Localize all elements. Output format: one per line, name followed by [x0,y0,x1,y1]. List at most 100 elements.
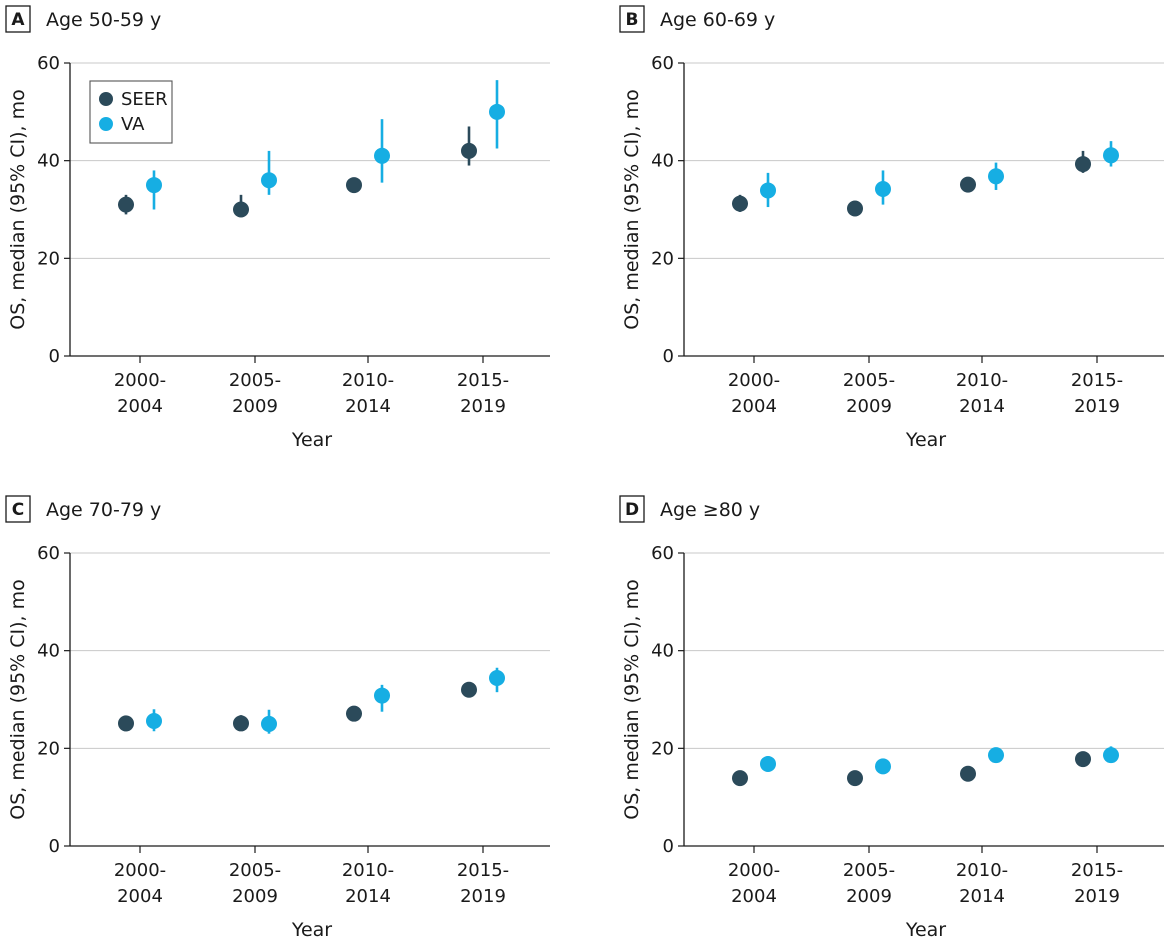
va-point [374,147,390,164]
x-tick-label: 2010- [342,370,394,391]
y-tick-label: 20 [37,738,60,759]
va-point [760,755,776,772]
seer-point [118,715,134,732]
seer-point [732,770,748,787]
va-point [489,103,505,120]
y-axis-title: OS, median (95% CI), mo [621,579,643,820]
y-tick-label: 0 [49,346,60,367]
y-axis-title: OS, median (95% CI), mo [7,89,29,330]
seer-point [346,705,362,722]
x-tick-label: 2004 [731,886,777,907]
va-point [489,670,505,687]
x-axis-title: Year [905,429,946,451]
seer-point [346,177,362,194]
y-tick-label: 40 [651,641,674,662]
seer-point [1075,156,1091,173]
x-tick-label: 2019 [460,396,506,417]
panel-title: Age 60-69 y [660,9,775,31]
x-tick-label: 2014 [345,396,391,417]
seer-point [847,770,863,787]
x-tick-label: 2019 [1074,396,1120,417]
x-tick-label: 2000- [728,860,780,881]
seer-point [118,196,134,213]
y-tick-label: 60 [37,53,60,74]
x-axis-title: Year [291,429,332,451]
x-tick-label: 2005- [843,860,895,881]
va-point [875,758,891,775]
x-tick-label: 2000- [114,370,166,391]
seer-point [847,200,863,217]
va-point [1103,147,1119,164]
x-tick-label: 2019 [460,886,506,907]
y-tick-label: 40 [651,151,674,172]
y-tick-label: 20 [651,248,674,269]
va-point [261,172,277,189]
seer-point [960,765,976,782]
y-tick-label: 60 [37,543,60,564]
x-tick-label: 2015- [457,370,509,391]
y-tick-label: 60 [651,543,674,564]
va-point [146,712,162,729]
seer-point [233,715,249,732]
y-tick-label: 20 [37,248,60,269]
seer-point [461,681,477,698]
panel-b: B Age 60-69 y 0 20 40 60 2000- 2004 2005- 2009 201… [619,5,1164,451]
x-tick-label: 2000- [114,860,166,881]
x-tick-label: 2015- [457,860,509,881]
y-axis-title: OS, median (95% CI), mo [621,89,643,330]
panel-title: Age 50-59 y [46,9,161,31]
x-tick-label: 2009 [232,396,278,417]
x-tick-label: 2014 [959,886,1005,907]
panel-letter-box [5,495,31,523]
va-point [760,182,776,199]
seer-point [1075,751,1091,768]
x-axis-title: Year [291,919,332,941]
seer-point [732,195,748,212]
legend-swatch-seer [99,92,113,106]
va-point [146,177,162,194]
y-tick-label: 40 [37,151,60,172]
panel-letter-box [619,5,645,33]
x-tick-label: 2005- [229,370,281,391]
legend-label-va: VA [121,114,145,135]
panel-title: Age 70-79 y [46,499,161,521]
seer-point [960,176,976,193]
va-point [988,168,1004,185]
x-axis-title: Year [905,919,946,941]
legend-swatch-va [99,117,113,131]
panel-letter-box [619,495,645,523]
panel-title: Age ≥80 y [660,499,760,521]
panel-letter: D [625,500,639,520]
x-tick-label: 2000- [728,370,780,391]
panel-letter: A [11,10,25,30]
va-point [261,715,277,732]
panel-letter: B [626,10,639,30]
x-tick-label: 2004 [117,886,163,907]
x-tick-label: 2015- [1071,370,1123,391]
seer-point [461,142,477,159]
x-tick-label: 2014 [959,396,1005,417]
x-tick-label: 2009 [846,396,892,417]
x-tick-label: 2010- [956,370,1008,391]
x-tick-label: 2005- [229,860,281,881]
legend-label-seer: SEER [121,89,168,110]
x-tick-label: 2009 [846,886,892,907]
va-point [988,747,1004,764]
panel-d: D Age ≥80 y 0 20 40 60 2000- 2004 2005- 2009 2010-… [619,495,1164,941]
va-point [875,180,891,197]
va-point [1103,747,1119,764]
x-tick-label: 2010- [342,860,394,881]
y-tick-label: 20 [651,738,674,759]
x-tick-label: 2010- [956,860,1008,881]
panel-letter-box [5,5,31,33]
y-tick-label: 40 [37,641,60,662]
y-tick-label: 60 [651,53,674,74]
panel-c: C Age 70-79 y 0 20 40 60 2000- 2004 2005- 2009 201… [5,495,550,941]
y-tick-label: 0 [49,836,60,857]
seer-point [233,201,249,218]
x-tick-label: 2009 [232,886,278,907]
y-axis-title: OS, median (95% CI), mo [7,579,29,820]
x-tick-label: 2015- [1071,860,1123,881]
legend-box [89,80,173,144]
